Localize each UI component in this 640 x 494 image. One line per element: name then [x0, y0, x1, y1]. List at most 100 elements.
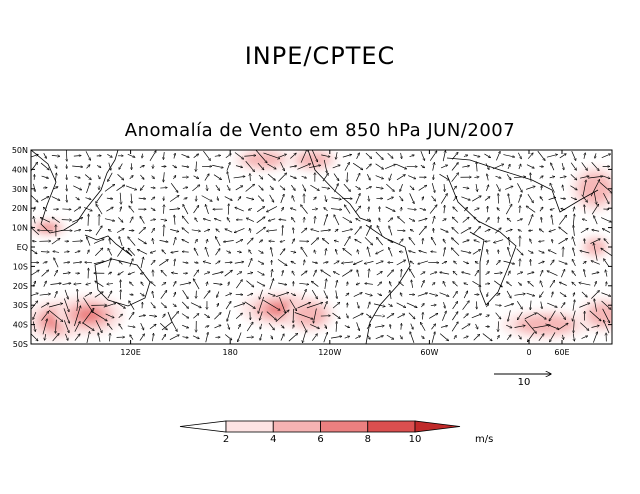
wind-vector: [193, 175, 199, 179]
wind-vector: [487, 292, 488, 296]
wind-vector: [344, 325, 350, 328]
wind-vector: [55, 173, 56, 182]
wind-vector: [237, 251, 241, 252]
wind-vector: [172, 303, 176, 307]
wind-vector: [163, 172, 164, 182]
wind-vector: [464, 207, 467, 212]
wind-vector: [95, 226, 102, 236]
anomaly-region: [580, 235, 611, 259]
wind-vector: [419, 251, 427, 254]
wind-vector: [321, 154, 330, 157]
wind-vector: [496, 260, 500, 266]
wind-vector: [42, 319, 47, 335]
wind-vector: [74, 306, 80, 327]
wind-vector: [94, 292, 103, 298]
wind-vector: [76, 299, 78, 312]
wind-vector: [196, 161, 197, 171]
wind-vector: [538, 334, 544, 342]
wind-vector: [182, 290, 189, 299]
wind-vector: [486, 185, 488, 192]
wind-vector: [389, 173, 392, 181]
wind-vector: [237, 324, 240, 330]
wind-vector: [561, 269, 564, 278]
colorbar-units: m/s: [475, 434, 493, 445]
wind-vector: [443, 281, 446, 287]
wind-vector: [602, 229, 611, 233]
wind-vector: [441, 261, 447, 264]
wind-vector: [77, 289, 78, 301]
wind-vector: [334, 229, 338, 233]
wind-vector: [126, 185, 137, 190]
wind-vector: [152, 291, 153, 299]
wind-vector: [471, 196, 481, 202]
wind-vector: [98, 175, 100, 179]
wind-vector: [604, 259, 610, 267]
wind-vector: [332, 302, 340, 309]
wind-vector: [602, 175, 610, 179]
wind-vector: [280, 240, 286, 241]
wind-vector: [594, 281, 596, 287]
wind-vector: [493, 239, 504, 243]
y-tick-label: 10N: [12, 224, 28, 233]
wind-vector: [62, 273, 70, 274]
wind-vector: [150, 260, 155, 266]
wind-vector: [355, 206, 360, 213]
wind-vector: [288, 333, 298, 342]
x-tick-label: 60E: [554, 348, 569, 357]
wind-vector: [385, 164, 395, 169]
wind-vector: [516, 301, 522, 309]
wind-vector: [214, 325, 221, 329]
wind-vector: [342, 155, 352, 158]
wind-vector: [246, 280, 253, 287]
wind-vector: [581, 194, 588, 203]
wind-vector: [503, 260, 515, 264]
wind-vector: [266, 311, 277, 321]
wind-vector: [472, 249, 481, 255]
wind-vector: [396, 302, 406, 308]
wind-vector: [389, 226, 393, 236]
wind-vector: [183, 198, 188, 200]
wind-vector: [194, 239, 198, 244]
wind-vector: [213, 174, 222, 180]
wind-vector: [306, 303, 323, 309]
wind-vector: [582, 219, 588, 221]
wind-vector: [355, 173, 360, 182]
wind-vector: [170, 229, 179, 231]
anomaly-region: [570, 165, 612, 213]
wind-vector: [517, 183, 522, 192]
wind-vector: [398, 239, 403, 244]
wind-vector: [110, 333, 111, 342]
wind-vector: [431, 324, 435, 330]
wind-vector: [282, 270, 283, 277]
wind-vector: [150, 250, 156, 253]
wind-vector: [140, 185, 145, 190]
wind-vector: [377, 294, 382, 296]
wind-vector: [549, 229, 556, 231]
wind-vector: [344, 205, 351, 214]
wind-vector: [547, 302, 557, 307]
wind-vector: [282, 225, 283, 236]
wind-vector: [314, 250, 315, 254]
y-tick-label: 20S: [13, 282, 28, 291]
wind-vector: [346, 313, 348, 319]
colorbar-segment: [320, 420, 369, 433]
wind-vector: [259, 311, 263, 320]
wind-vector: [559, 176, 566, 177]
wind-vector: [507, 282, 512, 287]
wind-vector: [331, 209, 342, 210]
wind-vector: [514, 326, 526, 328]
wind-vector: [365, 187, 371, 190]
wind-vector: [237, 197, 241, 201]
wind-vector: [138, 227, 146, 234]
wind-vector: [226, 162, 230, 171]
wind-vector: [214, 155, 221, 156]
wind-vector: [504, 304, 513, 307]
wind-vector: [224, 270, 233, 277]
wind-vector: [399, 282, 404, 287]
wind-vector: [570, 162, 576, 171]
wind-vector: [420, 272, 425, 275]
wind-vector: [159, 240, 169, 242]
wind-vector: [336, 290, 337, 298]
wind-vector: [48, 303, 63, 308]
wind-vector: [244, 155, 256, 156]
